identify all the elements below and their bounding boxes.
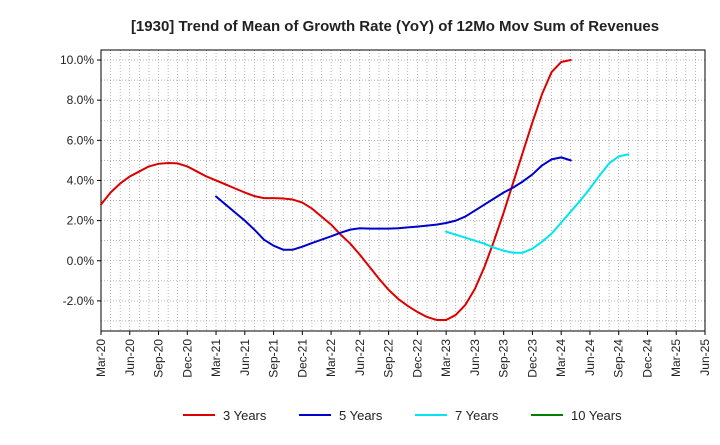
x-tick-label: Jun-22: [353, 339, 367, 376]
x-tick-label: Dec-21: [295, 339, 309, 378]
series-lines: [100, 59, 630, 321]
y-tick-label: 8.0%: [67, 93, 95, 107]
y-tick-label: -2.0%: [63, 294, 95, 308]
y-tick-label: 2.0%: [67, 214, 95, 228]
y-tick-label: 0.0%: [67, 254, 95, 268]
series-line-5-years: [215, 156, 572, 251]
series-line-3-years: [100, 59, 572, 321]
x-tick-label: Sep-20: [152, 339, 166, 378]
x-tick-label: Dec-24: [640, 339, 654, 378]
x-tick-label: Mar-20: [94, 339, 108, 377]
x-tick-label: Mar-24: [554, 339, 568, 377]
x-tick-label: Sep-21: [267, 339, 281, 378]
legend-label-3-years: 3 Years: [223, 408, 267, 423]
x-tick-label: Jun-21: [238, 339, 252, 376]
legend-label-10-years: 10 Years: [571, 408, 622, 423]
x-tick-label: Mar-21: [209, 339, 223, 377]
x-tick-label: Jun-23: [468, 339, 482, 376]
x-tick-label: Sep-22: [382, 339, 396, 378]
x-tick-label: Sep-23: [497, 339, 511, 378]
x-tick-label: Mar-22: [324, 339, 338, 377]
grid-lines: [101, 50, 705, 331]
x-tick-label: Jun-20: [123, 339, 137, 376]
y-tick-label: 10.0%: [60, 53, 94, 67]
x-axis: Mar-20 Jun-20 Sep-20 Dec-20 Mar-21 Jun-21 Sep-…: [94, 331, 712, 378]
x-tick-label: Dec-20: [180, 339, 194, 378]
legend-label-5-years: 5 Years: [339, 408, 383, 423]
x-tick-label: Dec-22: [410, 339, 424, 378]
x-tick-label: Jun-25: [698, 339, 712, 376]
x-tick-label: Mar-23: [439, 339, 453, 377]
x-tick-label: Jun-24: [583, 339, 597, 376]
y-axis: -2.0% 0.0% 2.0% 4.0% 6.0% 8.0% 10.0%: [60, 53, 101, 308]
plot-area-frame: [100, 49, 706, 332]
series-line-7-years: [445, 153, 630, 254]
x-tick-label: Mar-25: [669, 339, 683, 377]
x-tick-label: Dec-23: [525, 339, 539, 378]
x-tick-label: Sep-24: [612, 339, 626, 378]
legend: 3 Years 5 Years 7 Years 10 Years: [183, 408, 622, 423]
y-tick-label: 4.0%: [67, 173, 95, 187]
y-tick-label: 6.0%: [67, 133, 95, 147]
legend-label-7-years: 7 Years: [455, 408, 499, 423]
chart-title: [1930] Trend of Mean of Growth Rate (YoY…: [131, 18, 659, 35]
